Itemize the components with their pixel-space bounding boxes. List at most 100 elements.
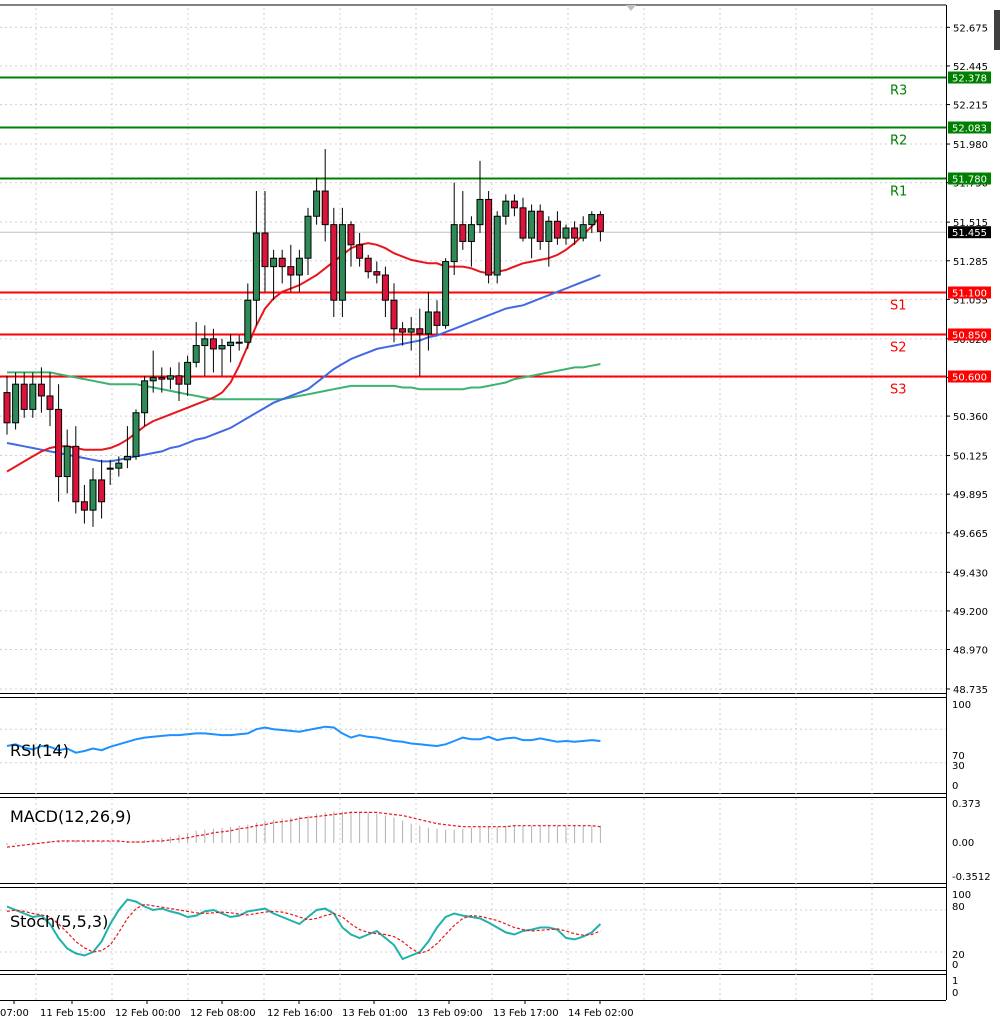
current-price-tag [948,226,991,239]
level-label-r2: R2 [890,134,907,149]
candle-body-58 [502,200,510,217]
price-tick-label-10: 50.360 [953,412,988,423]
candle-33 [287,244,295,292]
candle-21 [184,355,192,396]
candle-67 [579,216,587,242]
candle-36 [313,177,321,225]
candle-25 [218,338,226,376]
candle-body-69 [596,214,604,232]
candle-body-46 [399,328,407,333]
candle-56 [485,191,493,284]
candle-5 [46,372,54,427]
price-tick-label-15: 49.200 [953,607,988,618]
candle-59 [510,194,518,217]
candle-body-23 [201,338,209,347]
candle-body-12 [106,467,114,470]
candle-42 [364,254,372,279]
candle-10 [89,468,97,527]
candle-43 [373,261,381,284]
candle-body-6 [55,408,63,478]
level-tag-s2 [948,328,991,341]
candle-body-36 [313,190,321,217]
candle-58 [502,194,510,225]
candle-body-53 [459,224,467,242]
price-tick-label-6: 51.285 [953,257,988,268]
candle-2 [20,372,28,418]
candle-49 [424,291,432,351]
level-tag-r1 [948,172,991,185]
candle-64 [553,211,561,245]
candle-63 [545,216,553,267]
candle-69 [596,211,604,242]
candle-body-40 [347,224,355,246]
rsi-line [6,725,601,754]
candle-body-15 [132,412,140,457]
candle-body-49 [424,311,432,335]
candle-body-25 [218,345,226,350]
time-tick-label-5: 13 Feb 01:00 [342,1008,408,1019]
candle-body-11 [98,479,106,503]
candle-body-16 [141,380,149,414]
candle-23 [201,325,209,376]
candle-body-42 [364,257,372,273]
candle-body-18 [158,376,166,380]
candle-16 [141,375,149,427]
candle-19 [166,367,174,390]
level-label-r1: R1 [890,185,907,200]
candle-68 [588,211,596,234]
candle-body-35 [304,215,312,259]
price-tick-label-3: 51.980 [953,140,988,151]
candle-body-37 [321,190,329,226]
candle-15 [132,409,140,460]
candle-body-44 [381,274,389,301]
candle-body-29 [252,232,260,301]
candle-body-38 [330,224,338,301]
panel-frames [0,4,1000,1001]
candle-body-26 [227,341,235,347]
candle-37 [321,149,329,242]
time-tick-label-2: 12 Feb 00:00 [115,1008,181,1019]
candle-body-17 [149,376,157,382]
candle-44 [381,266,389,318]
macd-label: MACD(12,26,9) [10,807,132,826]
price-tick-label-17: 48.735 [953,685,988,696]
price-tick-label-2: 52.215 [953,101,988,112]
candle-body-50 [433,311,441,326]
candle-54 [467,216,475,267]
candle-34 [295,249,303,292]
candle-46 [399,322,407,346]
rsi-tick-0: 100 [952,700,971,711]
price-tags: 52.378 52.083 51.780 51.100 50.850 50.600 51.4… [948,71,991,384]
price-tick-label-16: 48.970 [953,646,988,657]
candle-4 [37,367,45,413]
candle-body-39 [338,224,346,301]
candle-body-55 [476,198,484,226]
candle-body-63 [545,220,553,242]
candle-18 [158,367,166,393]
stoch-main-line [6,898,602,961]
level-tag-text-s2: 50.850 [952,331,987,342]
level-label-s2: S2 [890,341,907,356]
candle-8 [72,426,80,514]
level-tag-text-r2: 52.083 [952,124,987,135]
ma-green-line [7,363,601,401]
candle-32 [278,249,286,284]
candle-body-9 [80,501,88,511]
candle-40 [347,221,355,267]
candle-body-21 [184,361,192,385]
candle-body-2 [20,383,28,410]
candle-body-28 [244,299,252,343]
candle-body-54 [467,224,475,242]
candle-29 [252,191,260,326]
candle-39 [338,207,346,318]
candle-53 [459,191,467,250]
candle-55 [476,160,484,234]
candle-3 [29,372,37,418]
candle-45 [390,283,398,343]
level-tag-r3 [948,71,991,84]
candle-35 [304,207,312,276]
stoch-tick-0: 100 [952,890,971,901]
